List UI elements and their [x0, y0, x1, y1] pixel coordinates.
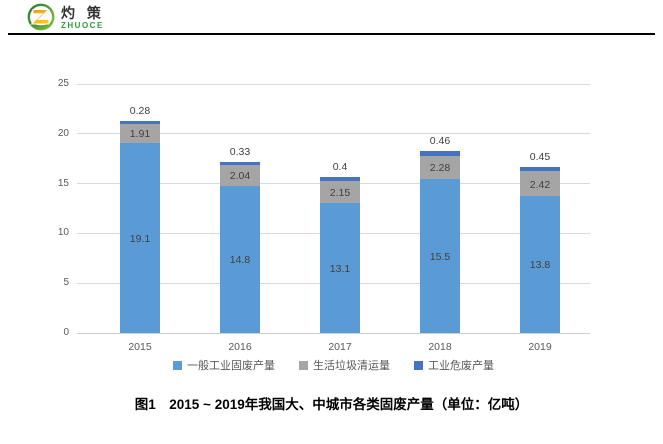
y-tick-label: 5 [63, 277, 69, 289]
segment-2019-series1[interactable] [520, 171, 560, 196]
data-label-inside: 19.1 [129, 232, 151, 245]
data-label-above: 0.33 [229, 145, 251, 158]
zhuoce-logo: 灼 策 ZHUOCE [26, 3, 105, 33]
x-tick-label-2019: 2019 [528, 341, 552, 353]
segment-2018-series2[interactable] [420, 151, 460, 156]
x-tick-label-2018: 2018 [428, 341, 452, 353]
plot-area: 0.28 19.1 1.91 2015 0.33 14.8 2.04 2016 0.4 13.1 2… [77, 83, 590, 353]
header-divider [8, 33, 655, 35]
zhuoce-logo-icon [27, 3, 55, 31]
data-label-inside: 14.8 [229, 254, 251, 267]
gridline-20 [77, 133, 590, 135]
data-label-inside: 2.04 [229, 170, 251, 183]
legend-item-series0[interactable]: 一般工业固废产量 [173, 357, 275, 373]
legend-swatch-icon [414, 360, 423, 370]
data-label-above: 0.46 [429, 135, 451, 148]
y-tick-label: 10 [57, 227, 69, 239]
legend-label: 工业危废产量 [428, 360, 494, 372]
data-label-inside: 15.5 [429, 250, 451, 263]
segment-2015-series2[interactable] [120, 120, 160, 124]
segment-2017-series0[interactable] [320, 202, 360, 333]
x-tick-label-2017: 2017 [328, 341, 352, 353]
gridline-0 [77, 332, 590, 334]
gridline-25 [77, 83, 590, 85]
data-label-inside: 13.1 [329, 262, 351, 275]
y-tick-label: 25 [57, 78, 69, 89]
data-label-inside: 2.42 [529, 178, 551, 191]
y-tick-label: 15 [57, 177, 69, 189]
segment-2018-series1[interactable] [420, 155, 460, 179]
data-label-above: 0.45 [529, 150, 551, 163]
data-label-inside: 2.15 [329, 186, 351, 199]
segment-2017-series1[interactable] [320, 181, 360, 203]
figure-caption: 图1 2015 ~ 2019年我国大、中城市各类固废产量（单位：亿吨） [134, 397, 529, 412]
x-tick-label-2015: 2015 [128, 341, 152, 353]
data-label-inside: 1.91 [129, 128, 151, 141]
segment-2017-series2[interactable] [320, 177, 360, 182]
segment-2019-series0[interactable] [520, 195, 560, 333]
bar-2015[interactable]: 19.1 1.91 [120, 120, 160, 333]
data-label-inside: 2.28 [429, 162, 451, 175]
segment-2016-series0[interactable] [220, 185, 260, 333]
segment-2016-series2[interactable] [220, 162, 260, 166]
bar-2018[interactable]: 15.5 2.28 [420, 151, 460, 333]
legend-swatch-icon [173, 360, 182, 370]
logo-name-en: ZHUOCE [61, 21, 104, 30]
data-label-above: 0.4 [332, 161, 348, 174]
logo-name-zh: 灼 策 [61, 5, 105, 21]
segment-2015-series0[interactable] [120, 142, 160, 333]
segment-2018-series0[interactable] [420, 178, 460, 333]
legend-label: 一般工业固废产量 [187, 360, 275, 372]
legend-item-series1[interactable]: 生活垃圾清运量 [299, 357, 390, 373]
legend-item-series2[interactable]: 工业危废产量 [414, 357, 494, 373]
data-label-inside: 13.8 [529, 259, 551, 272]
y-tick-label: 20 [57, 127, 69, 139]
legend-swatch-icon [299, 360, 308, 370]
chart-legend: 一般工业固废产量 生活垃圾清运量 工业危废产量 [77, 357, 590, 373]
bar-2016[interactable]: 14.8 2.04 [220, 162, 260, 333]
data-label-above: 0.28 [129, 104, 151, 117]
bar-2019[interactable]: 13.8 2.42 [520, 166, 560, 333]
bar-2017[interactable]: 13.1 2.15 [320, 177, 360, 333]
segment-2016-series1[interactable] [220, 165, 260, 186]
segment-2019-series2[interactable] [520, 166, 560, 172]
legend-label: 生活垃圾清运量 [313, 360, 390, 372]
y-tick-label: 0 [63, 327, 69, 338]
x-tick-label-2016: 2016 [228, 341, 252, 353]
segment-2015-series1[interactable] [120, 123, 160, 143]
